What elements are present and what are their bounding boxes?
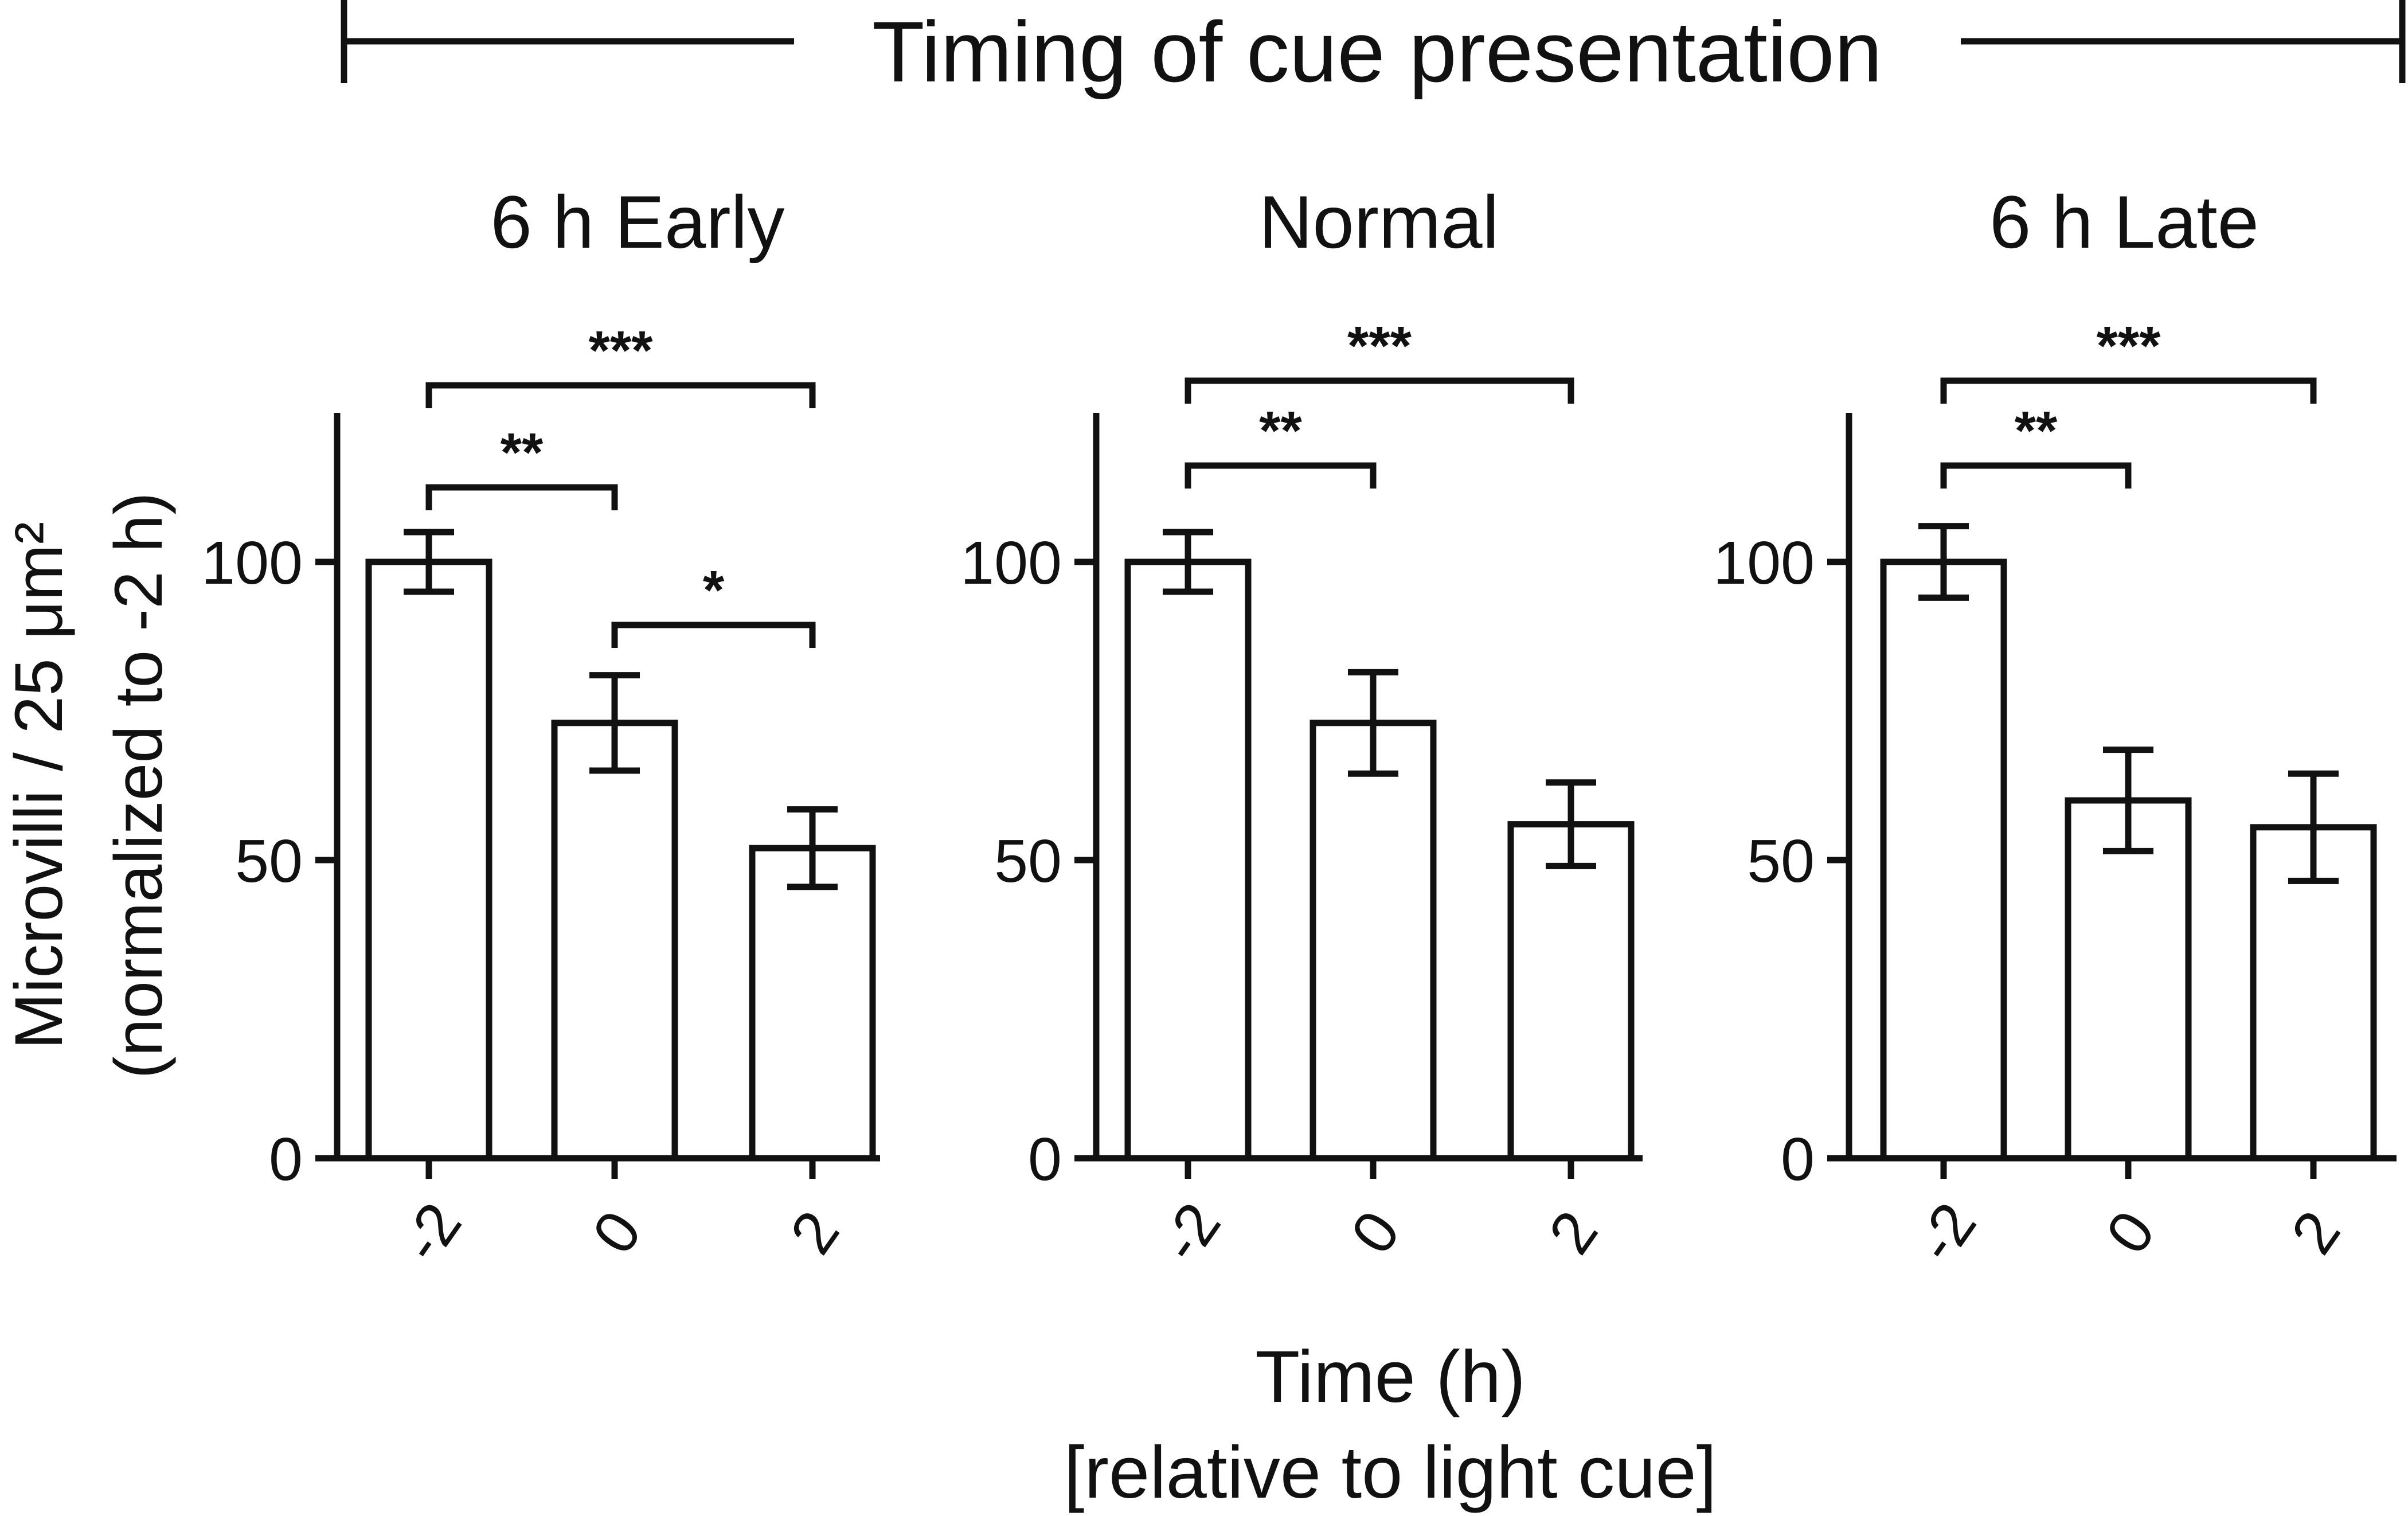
significance-label: *** <box>2096 315 2161 377</box>
x-tick-label: 2 <box>2278 1199 2353 1265</box>
significance-bracket <box>1940 377 2317 404</box>
bar <box>1309 720 1437 1162</box>
significance-bracket <box>425 382 816 408</box>
y-axis-label: Microvilli / 25 μm² <box>1 522 77 1049</box>
bar <box>551 720 678 1162</box>
x-tick-label: -2 <box>388 1191 475 1274</box>
bar <box>1880 558 2007 1162</box>
x-tick-label: -2 <box>1903 1191 1989 1274</box>
y-tick-label: 50 <box>994 827 1062 895</box>
banner: Timing of cue presentation <box>341 0 2406 100</box>
significance-label: *** <box>1347 315 1412 377</box>
significance-label: *** <box>588 320 653 381</box>
x-axis-label: Time (h) <box>1255 1336 1526 1418</box>
y-tick-label: 50 <box>235 827 303 895</box>
significance-label: ** <box>2015 400 2058 462</box>
x-tick-label: 0 <box>1338 1199 1413 1265</box>
bar <box>749 845 876 1162</box>
significance-label: ** <box>1259 400 1302 462</box>
x-tick-label: 2 <box>1536 1199 1610 1265</box>
y-tick-label: 50 <box>1747 827 1815 895</box>
panel-title: Normal <box>1259 180 1499 264</box>
banner-title: Timing of cue presentation <box>872 3 1882 100</box>
bar <box>365 558 492 1162</box>
y-tick-label: 0 <box>1028 1126 1062 1193</box>
y-tick-label: 0 <box>1781 1126 1815 1193</box>
x-tick-label: 2 <box>777 1199 852 1265</box>
x-tick-label: 0 <box>580 1199 654 1265</box>
y-tick-label: 100 <box>201 529 303 597</box>
x-axis-label-line2: [relative to light cue] <box>1064 1432 1717 1514</box>
bar <box>2065 797 2192 1162</box>
x-tick-label: -2 <box>1147 1191 1234 1274</box>
x-tick-label: 0 <box>2093 1199 2168 1265</box>
significance-label: ** <box>501 422 544 483</box>
significance-bracket <box>425 484 618 510</box>
y-tick-label: 100 <box>1713 529 1815 597</box>
y-tick-label: 100 <box>960 529 1062 597</box>
significance-bracket <box>611 622 816 648</box>
significance-label: * <box>703 560 725 621</box>
panel-title: 6 h Late <box>1989 180 2259 264</box>
y-tick-label: 0 <box>269 1126 303 1193</box>
bar <box>1507 821 1635 1162</box>
panel-title: 6 h Early <box>490 180 784 264</box>
significance-bracket <box>1185 377 1574 404</box>
bar <box>1124 558 1252 1162</box>
significance-bracket <box>1940 462 2132 489</box>
y-axis-label-line2: (normalized to -2 h) <box>101 492 177 1079</box>
significance-bracket <box>1185 462 1377 489</box>
